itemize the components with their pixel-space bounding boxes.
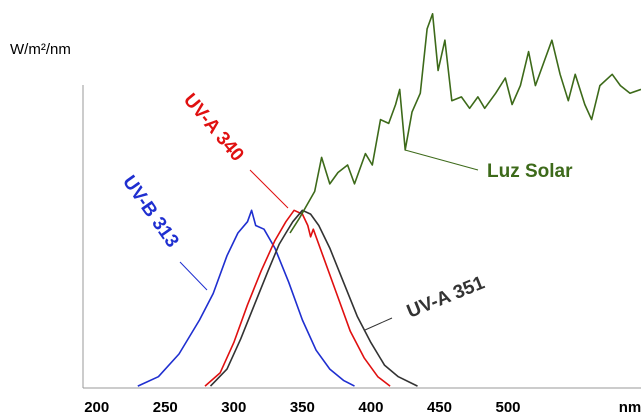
leader-line [404, 149, 479, 171]
x-tick-label: 500 [495, 399, 520, 416]
x-axis-label: nm [619, 399, 641, 416]
leader-line [364, 317, 393, 331]
series-label: Luz Solar [487, 161, 573, 182]
plot-area [137, 13, 641, 387]
series-line [289, 13, 641, 234]
x-tick-label: 400 [358, 399, 383, 416]
leader-line [249, 169, 289, 209]
series-line [137, 209, 355, 387]
y-axis-label: W/m²/nm [10, 41, 71, 58]
x-tick-label: 200 [84, 399, 109, 416]
x-tick-label: 450 [427, 399, 452, 416]
series-line [204, 209, 391, 387]
x-tick-label: 300 [221, 399, 246, 416]
leader-line [179, 261, 208, 291]
x-tick-label: 250 [153, 399, 178, 416]
series-label: UV-A 351 [404, 272, 488, 322]
x-tick-label: 350 [290, 399, 315, 416]
series-label: UV-A 340 [179, 90, 248, 166]
series-label: UV-B 313 [118, 172, 182, 252]
series-line [209, 209, 418, 387]
